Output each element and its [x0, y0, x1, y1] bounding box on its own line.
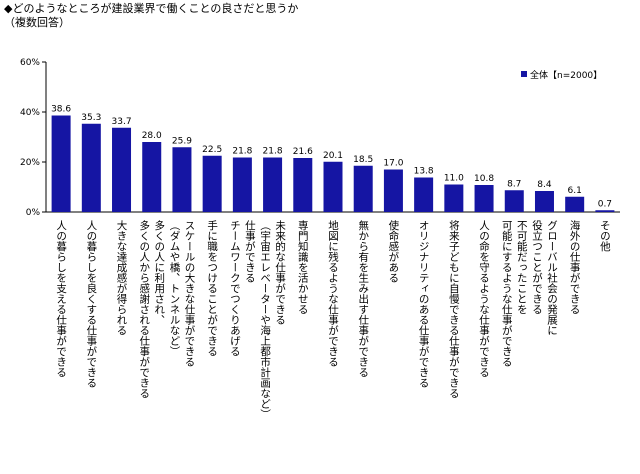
value-label: 38.6	[51, 105, 71, 115]
chart-subtitle: （複数回答）	[4, 16, 70, 29]
value-label: 20.1	[323, 151, 343, 161]
bar	[51, 115, 71, 212]
category-label: 多くの人に利用され、	[153, 219, 165, 325]
category-label: 海外の仕事ができる	[569, 219, 581, 314]
category-label: 無から有を生み出す仕事ができる	[357, 219, 369, 377]
bar	[112, 127, 132, 212]
y-axis: 0% 20% 40% 60%	[20, 58, 620, 218]
category-label: （宇宙エレベーターや海上都市計画など）	[259, 220, 271, 420]
value-label: 13.8	[414, 167, 434, 177]
y-tick-label: 40%	[20, 108, 40, 118]
legend-swatch	[521, 71, 527, 77]
category-label: チームワークでつくりあげる	[229, 220, 241, 357]
bar	[414, 177, 434, 212]
category-label: 人の暮らしを良くする仕事ができる	[85, 220, 97, 388]
category-label: グローバル社会の発展に	[546, 220, 558, 336]
category-label: 不可能だったことを	[516, 220, 528, 315]
category-label: 将来子どもに自慢できる仕事ができる	[448, 220, 460, 399]
bar	[353, 165, 373, 212]
category-label: オリジナリティのある仕事ができる	[418, 220, 430, 388]
bar	[534, 191, 554, 212]
y-tick-label: 0%	[26, 208, 41, 218]
category-label: スケールの大きな仕事ができる	[183, 220, 195, 367]
value-labels: 38.6 35.3 33.7 28.0 25.9 22.5 21.8 21.8 21.6 20.1…	[51, 105, 612, 210]
bar	[383, 169, 403, 212]
category-label: 大きな達成感が得られる	[116, 219, 128, 335]
category-label: 使命感がある	[387, 219, 399, 283]
y-tick-label: 20%	[20, 158, 40, 168]
bars	[51, 115, 615, 212]
value-label: 22.5	[202, 145, 222, 155]
category-label: 手に職をつけることができる	[206, 219, 218, 356]
category-label: 仕事ができる	[244, 219, 256, 283]
value-label: 10.8	[474, 174, 494, 184]
bar	[172, 147, 192, 212]
bar	[263, 157, 283, 212]
value-label: 21.8	[232, 147, 252, 157]
bar	[474, 185, 494, 212]
value-label: 11.0	[444, 174, 464, 184]
value-label: 21.6	[293, 147, 313, 157]
bar	[595, 210, 615, 212]
value-label: 25.9	[172, 136, 192, 146]
y-tick-label: 60%	[20, 58, 40, 68]
category-label: 未来的な仕事ができる	[274, 220, 286, 325]
value-label: 6.1	[568, 186, 582, 196]
value-label: 8.4	[537, 180, 552, 190]
bar	[504, 190, 524, 212]
bar	[202, 155, 222, 212]
category-label: 人の命を守るような仕事ができる	[478, 220, 490, 378]
value-label: 35.3	[81, 113, 101, 123]
bar	[444, 184, 464, 212]
category-label: 多くの人から感謝される仕事ができる	[138, 219, 150, 398]
category-label: 役立つことができる	[531, 219, 543, 314]
value-label: 18.5	[353, 155, 373, 165]
value-label: 28.0	[142, 131, 162, 141]
category-label: 人の暮らしを支える仕事ができる	[55, 220, 67, 378]
category-label: 地図に残るような仕事ができる	[327, 219, 339, 367]
bar	[232, 157, 252, 212]
value-label: 17.0	[383, 159, 403, 169]
category-label: 専門知識を活かせる	[297, 220, 309, 315]
legend-label: 全体【n=2000】	[530, 69, 602, 81]
bar	[293, 158, 313, 212]
legend: 全体【n=2000】	[521, 69, 602, 81]
category-label: その他	[599, 220, 611, 252]
chart-title: ◆どのようなところが建設業界で働くことの良さだと思うか	[4, 2, 299, 15]
value-label: 21.8	[263, 147, 283, 157]
bar	[81, 123, 101, 212]
bar	[565, 196, 585, 212]
bar	[323, 161, 343, 212]
value-label: 8.7	[507, 179, 521, 189]
category-label: 可能にするような仕事ができる	[501, 220, 513, 367]
value-label: 0.7	[598, 199, 612, 209]
bar	[142, 142, 162, 212]
value-label: 33.7	[112, 117, 132, 127]
category-label: （ダムや橋、トンネルなど）	[168, 220, 180, 357]
category-labels: 人の暮らしを支える仕事ができる 人の暮らしを良くする仕事ができる 大きな達成感が得ら…	[55, 219, 611, 419]
